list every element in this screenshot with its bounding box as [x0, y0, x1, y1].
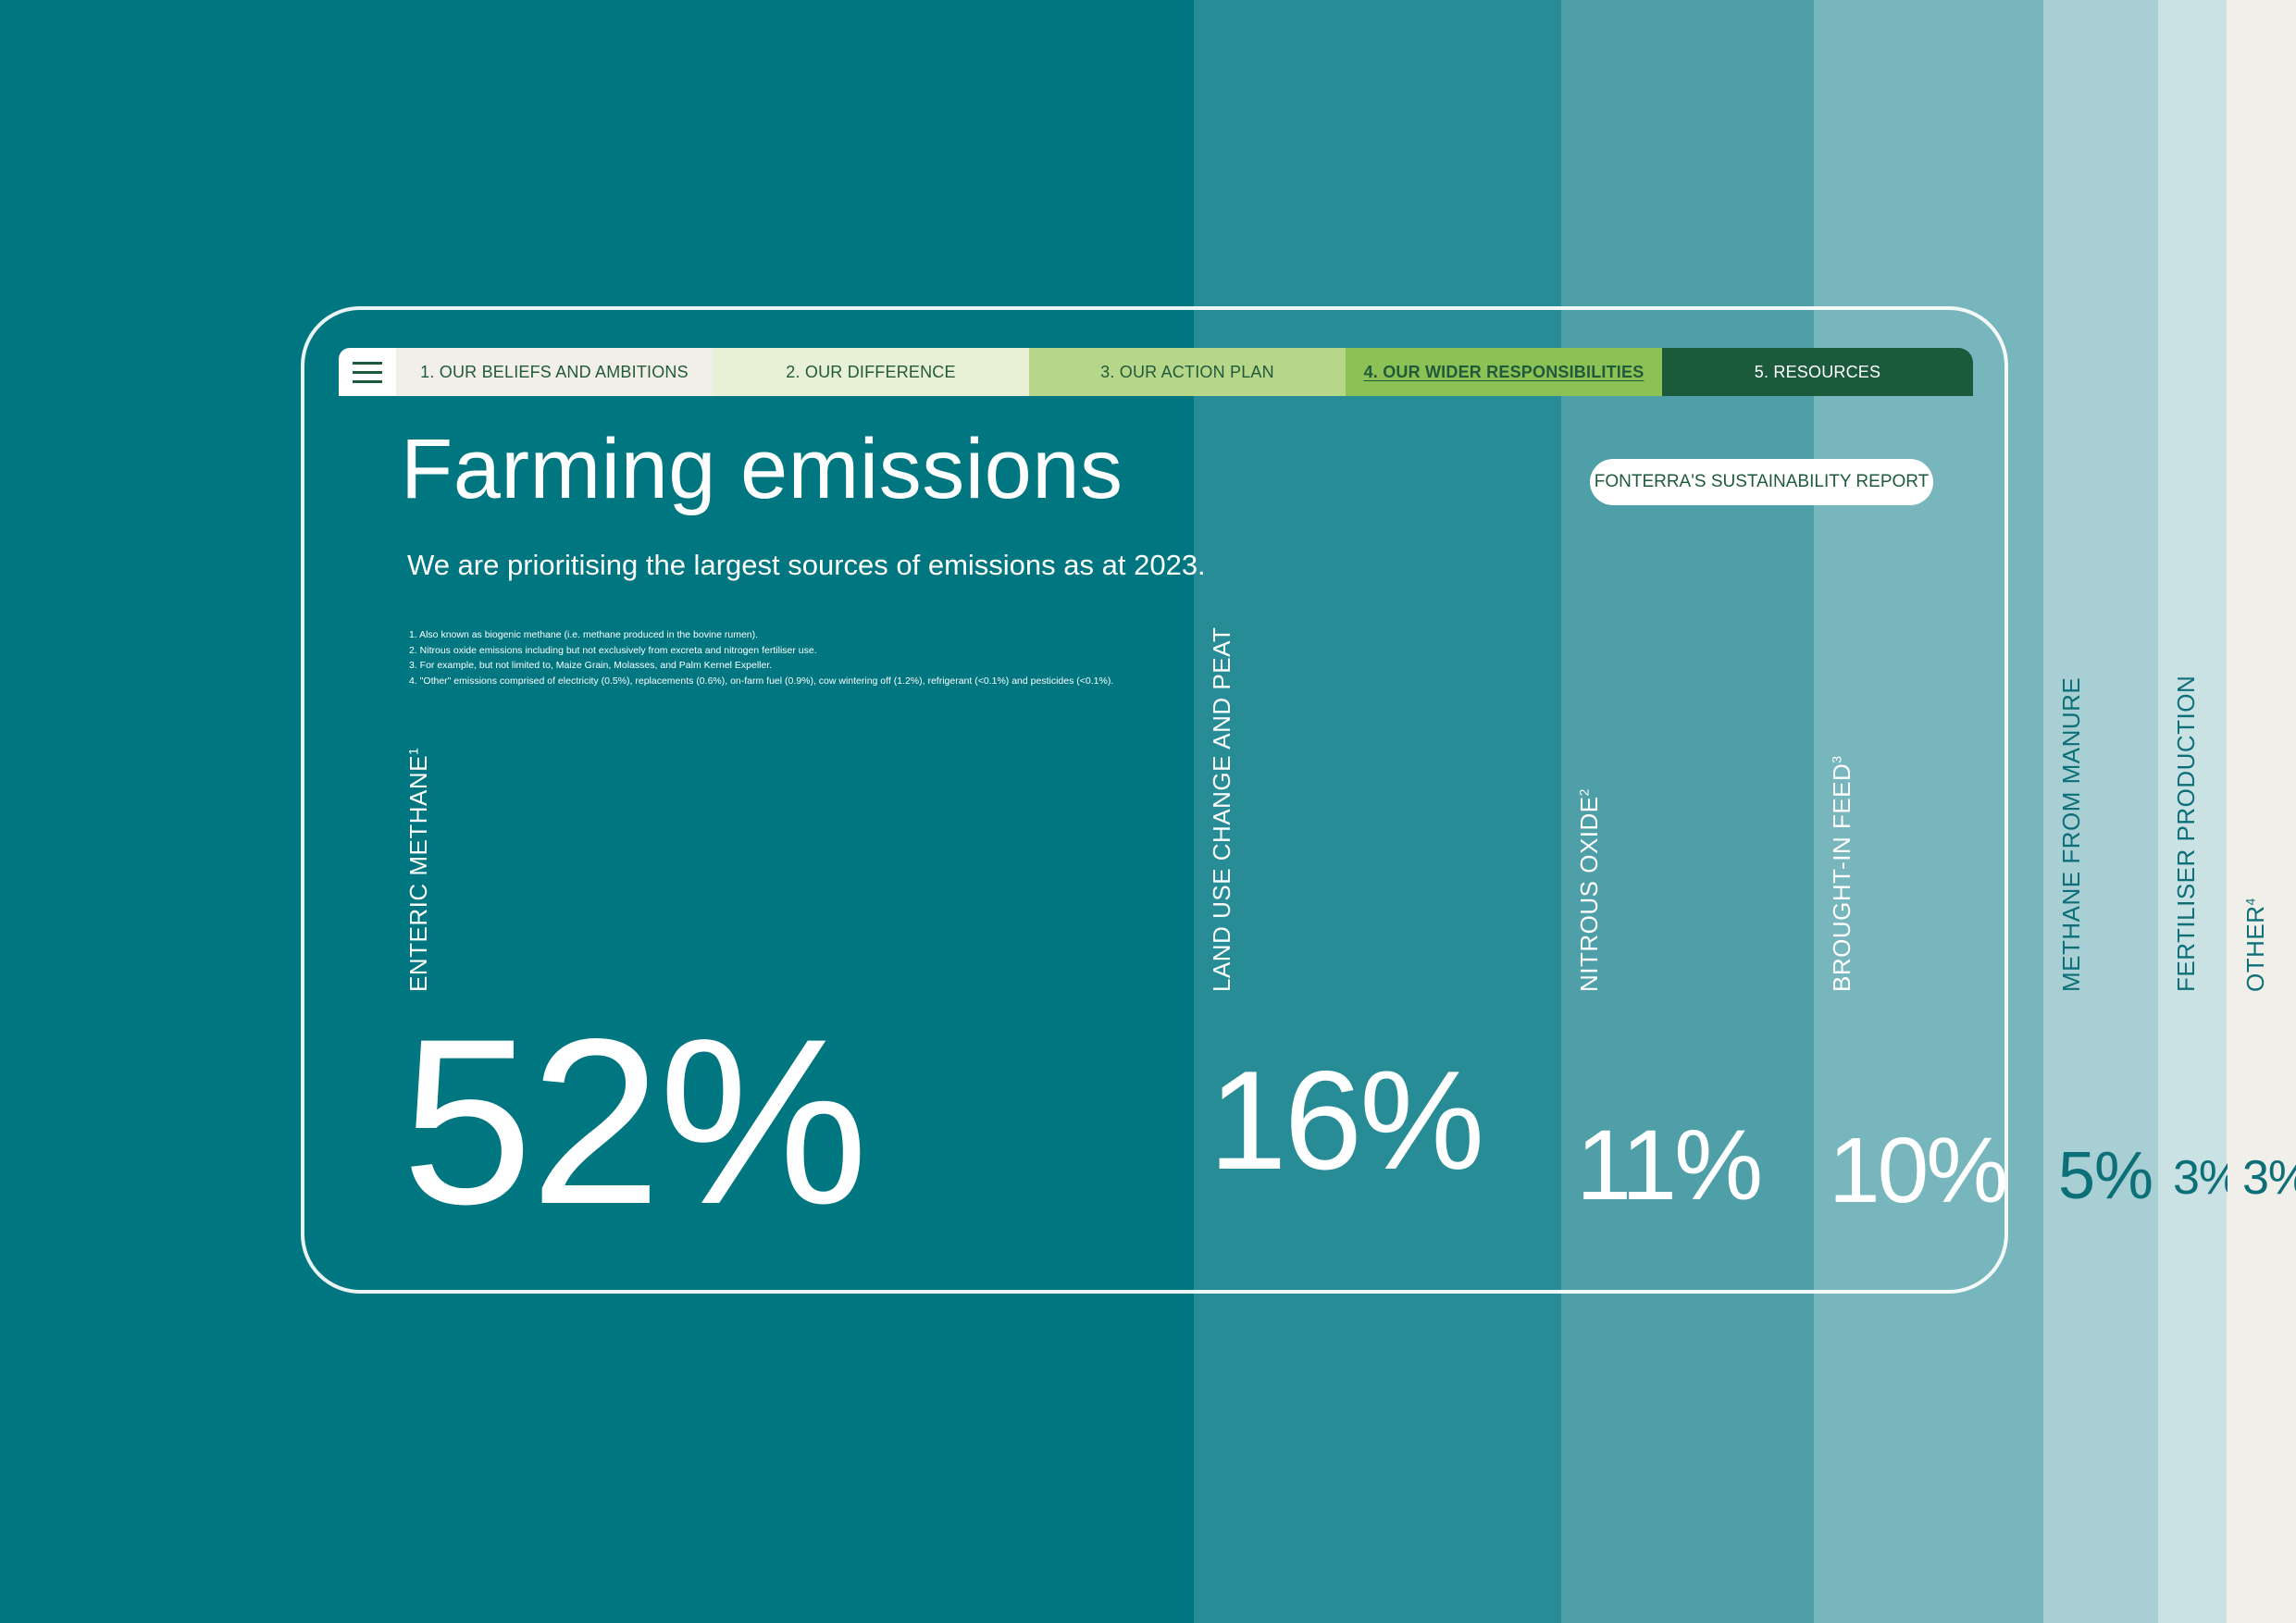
- band-land-use-change-and-peat: [1194, 0, 1561, 1623]
- footnotes: 1. Also known as biogenic methane (i.e. …: [409, 627, 1196, 688]
- category-label-methane-from-manure: METHANE FROM MANURE: [2057, 676, 2085, 992]
- value-label-land-use-change-and-peat: 16%: [1209, 1042, 1484, 1199]
- page-title: Farming emissions: [401, 422, 1123, 516]
- footnote-4: 4. "Other" emissions comprised of electr…: [409, 675, 1114, 687]
- value-label-other: 3%: [2242, 1151, 2296, 1205]
- hamburger-menu-icon[interactable]: [339, 348, 396, 396]
- tab-resources[interactable]: 5. RESOURCES: [1662, 348, 1973, 396]
- section-nav: 1. OUR BELIEFS AND AMBITIONS 2. OUR DIFF…: [339, 348, 1973, 396]
- category-label-other: OTHER4: [2241, 898, 2269, 992]
- category-label-nitrous-oxide: NITROUS OXIDE2: [1575, 788, 1603, 992]
- tab-beliefs-and-ambitions[interactable]: 1. OUR BELIEFS AND AMBITIONS: [396, 348, 713, 396]
- band-fertiliser-production: [2158, 0, 2227, 1623]
- band-methane-from-manure: [2043, 0, 2158, 1623]
- category-label-enteric-methane: ENTERIC METHANE1: [404, 747, 432, 992]
- category-label-brought-in-feed: BROUGHT-IN FEED3: [1828, 755, 1855, 992]
- value-label-methane-from-manure: 5%: [2058, 1139, 2153, 1213]
- tab-wider-responsibilities[interactable]: 4. OUR WIDER RESPONSIBILITIES: [1346, 348, 1662, 396]
- footnote-1: 1. Also known as biogenic methane (i.e. …: [409, 629, 759, 640]
- tab-our-difference[interactable]: 2. OUR DIFFERENCE: [713, 348, 1029, 396]
- value-label-brought-in-feed: 10%: [1829, 1119, 2008, 1222]
- category-label-land-use-change-and-peat: LAND USE CHANGE AND PEAT: [1208, 626, 1235, 992]
- band-enteric-methane: [0, 0, 1194, 1623]
- page-subtitle: We are prioritising the largest sources …: [407, 549, 1206, 581]
- value-label-enteric-methane: 52%: [402, 990, 868, 1254]
- tab-action-plan[interactable]: 3. OUR ACTION PLAN: [1029, 348, 1346, 396]
- footnote-3: 3. For example, but not limited to, Maiz…: [409, 660, 773, 671]
- band-nitrous-oxide: [1561, 0, 1814, 1623]
- category-label-fertiliser-production: FERTILISER PRODUCTION: [2172, 675, 2200, 992]
- footnote-2: 2. Nitrous oxide emissions including but…: [409, 644, 817, 656]
- band-other: [2228, 0, 2296, 1623]
- value-label-nitrous-oxide: 11%: [1576, 1109, 1763, 1220]
- report-badge[interactable]: FONTERRA'S SUSTAINABILITY REPORT: [1590, 459, 1933, 505]
